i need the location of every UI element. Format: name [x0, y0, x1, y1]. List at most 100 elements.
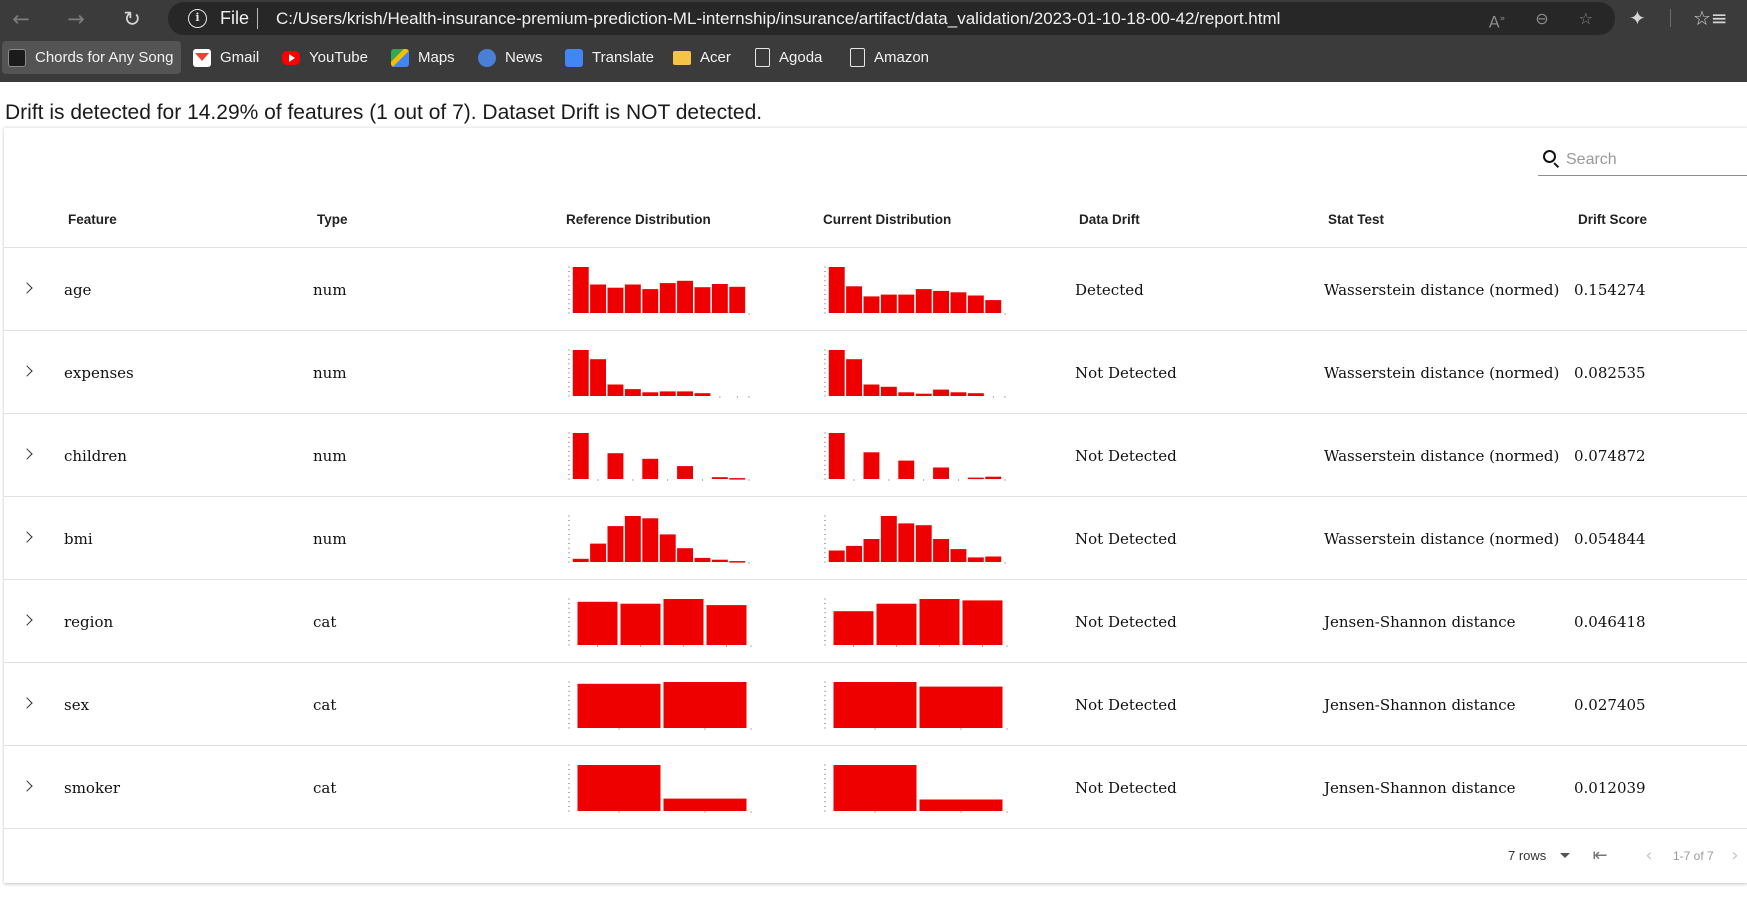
- histogram-bar: [711, 559, 728, 562]
- feature-type: num: [313, 364, 347, 382]
- drift-score: 0.012039: [1574, 779, 1646, 797]
- header-type[interactable]: Type: [317, 212, 348, 227]
- histogram-bar: [590, 359, 606, 396]
- drift-score: 0.027405: [1574, 696, 1646, 714]
- histogram-bar: [694, 287, 711, 313]
- add-favorite-icon[interactable]: ☆: [1578, 9, 1593, 28]
- bookmark-translate[interactable]: Translate: [565, 41, 654, 74]
- histogram-bar: [572, 350, 589, 396]
- feature-type: cat: [313, 613, 337, 631]
- header-data-drift[interactable]: Data Drift: [1079, 212, 1140, 227]
- table-row: children num Not Detected Wasserstein di…: [4, 414, 1747, 497]
- histogram-bar: [677, 466, 693, 479]
- histogram-bar: [706, 605, 747, 645]
- histogram-bar: [985, 476, 1002, 479]
- expand-chevron-icon[interactable]: [19, 611, 39, 631]
- histogram-bar: [663, 798, 747, 811]
- expand-chevron-icon[interactable]: [19, 694, 39, 714]
- first-page-icon[interactable]: ⇤: [1592, 845, 1608, 866]
- histogram-bar: [985, 300, 1002, 313]
- expand-chevron-icon[interactable]: [19, 362, 39, 382]
- folder-icon: [673, 50, 691, 65]
- zoom-out-icon[interactable]: ⊖: [1535, 9, 1549, 28]
- bookmark-youtube[interactable]: YouTube: [282, 41, 368, 74]
- next-page-icon[interactable]: ›: [1731, 845, 1739, 866]
- previous-page-icon[interactable]: ‹: [1645, 845, 1653, 866]
- histogram-bar: [729, 561, 746, 563]
- reference-distribution-chart: [568, 266, 750, 315]
- info-icon[interactable]: i: [188, 9, 207, 28]
- header-feature[interactable]: Feature: [68, 212, 117, 227]
- extensions-icon[interactable]: ✦: [1629, 6, 1646, 30]
- bookmark-maps[interactable]: Maps: [391, 41, 455, 74]
- bookmark-news[interactable]: News: [478, 41, 543, 74]
- histogram-bar: [577, 765, 661, 811]
- search-input[interactable]: [1566, 149, 1741, 171]
- bookmark-gmail[interactable]: Gmail: [193, 41, 259, 74]
- drift-score: 0.054844: [1574, 530, 1646, 548]
- histogram-bar: [967, 295, 984, 313]
- histogram-bar: [915, 525, 932, 562]
- histogram-bar: [659, 283, 676, 313]
- histogram-bar: [624, 284, 641, 313]
- histogram-bar: [677, 548, 693, 562]
- bookmark-acer[interactable]: Acer: [673, 41, 731, 74]
- stat-test: Wasserstein distance (normed): [1324, 530, 1560, 548]
- bookmark-label: News: [505, 48, 543, 66]
- favorites-icon[interactable]: ☆≡: [1693, 6, 1728, 30]
- bookmark-label: YouTube: [309, 48, 368, 66]
- maps-icon: [391, 48, 409, 67]
- histogram-bar: [729, 286, 746, 313]
- histogram-bar: [624, 389, 641, 396]
- gmail-icon: [193, 48, 211, 67]
- bookmark-agoda[interactable]: Agoda: [755, 41, 822, 74]
- read-aloud-icon[interactable]: A»: [1488, 12, 1506, 32]
- histogram-bar: [846, 359, 862, 396]
- header-drift-score[interactable]: Drift Score: [1578, 212, 1648, 227]
- histogram-bar: [694, 393, 711, 396]
- header-current-distribution[interactable]: Current Distribution: [823, 212, 952, 227]
- bookmark-chords[interactable]: Chords for Any Song: [2, 41, 182, 74]
- histogram-bar: [863, 539, 880, 562]
- current-distribution-chart: [824, 432, 1006, 481]
- histogram-bar: [915, 393, 932, 396]
- histogram-bar: [607, 287, 624, 313]
- expand-chevron-icon[interactable]: [19, 777, 39, 797]
- histogram-bar: [863, 452, 880, 479]
- search-icon: [1543, 150, 1556, 163]
- histogram-bar: [919, 686, 1003, 728]
- page-icon: [755, 48, 770, 67]
- histogram-bar: [694, 557, 711, 562]
- expand-chevron-icon[interactable]: [19, 279, 39, 299]
- histogram-bar: [607, 384, 624, 396]
- refresh-icon[interactable]: ↻: [123, 7, 141, 31]
- histogram-bar: [933, 539, 949, 562]
- histogram-bar: [846, 545, 862, 562]
- table-row: region cat Not Detected Jensen-Shannon d…: [4, 580, 1747, 663]
- bookmark-label: Gmail: [220, 48, 260, 66]
- url-text[interactable]: C:/Users/krish/Health-insurance-premium-…: [276, 9, 1281, 28]
- toolbar-divider: [1670, 9, 1671, 27]
- header-stat-test[interactable]: Stat Test: [1328, 212, 1385, 227]
- feature-type: cat: [313, 779, 337, 797]
- feature-name: expenses: [64, 364, 134, 382]
- current-distribution-chart: [824, 598, 1008, 647]
- expand-chevron-icon[interactable]: [19, 445, 39, 465]
- feature-type: num: [313, 530, 347, 548]
- expand-chevron-icon[interactable]: [19, 528, 39, 548]
- back-arrow-icon[interactable]: ←: [12, 7, 30, 31]
- bookmark-amazon[interactable]: Amazon: [850, 41, 929, 74]
- forward-arrow-icon[interactable]: →: [67, 7, 85, 31]
- address-bar[interactable]: i File C:/Users/krish/Health-insurance-p…: [168, 2, 1615, 35]
- histogram-bar: [624, 516, 641, 562]
- current-distribution-chart: [824, 764, 1008, 813]
- histogram-bar: [950, 549, 967, 562]
- dropdown-caret-icon[interactable]: [1560, 853, 1570, 858]
- search-box[interactable]: [1538, 147, 1747, 176]
- histogram-bar: [950, 392, 967, 396]
- feature-type: num: [313, 447, 347, 465]
- histogram-bar: [572, 433, 589, 479]
- header-reference-distribution[interactable]: Reference Distribution: [566, 212, 711, 227]
- histogram-bar: [828, 433, 845, 479]
- histogram-bar: [828, 550, 845, 562]
